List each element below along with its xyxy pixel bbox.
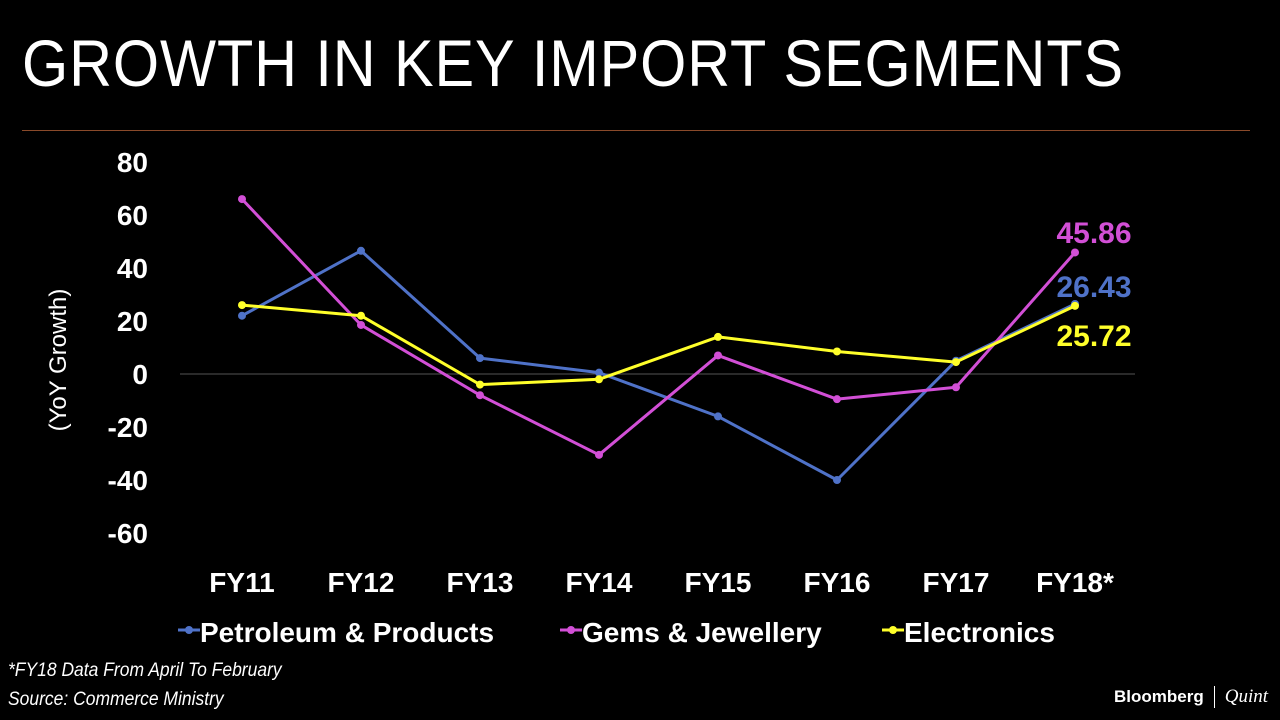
data-point bbox=[357, 246, 365, 255]
source-note: Source: Commerce Ministry bbox=[8, 689, 224, 710]
data-point bbox=[595, 368, 603, 377]
legend-marker bbox=[567, 626, 575, 634]
data-point bbox=[357, 311, 365, 320]
chart-title: GROWTH IN KEY IMPORT SEGMENTS bbox=[22, 26, 1125, 100]
data-point bbox=[238, 195, 246, 204]
brand-logo: Bloomberg Quint bbox=[1114, 686, 1268, 708]
data-point bbox=[476, 380, 484, 389]
brand-separator bbox=[1213, 686, 1215, 708]
y-tick-label: 60 bbox=[117, 200, 148, 231]
x-tick-label: FY15 bbox=[685, 567, 752, 598]
legend: Petroleum & Products Gems & Jewellery Elec… bbox=[178, 617, 1055, 648]
y-tick-label: 20 bbox=[117, 306, 148, 337]
data-point bbox=[595, 375, 603, 384]
data-point bbox=[1071, 248, 1079, 257]
data-point bbox=[714, 412, 722, 421]
brand-secondary: Quint bbox=[1224, 686, 1268, 707]
x-tick-label: FY18* bbox=[1036, 567, 1114, 598]
data-label: 26.43 bbox=[1056, 271, 1131, 304]
legend-label: Petroleum & Products bbox=[200, 617, 494, 648]
title-divider bbox=[22, 130, 1250, 131]
x-tick-label: FY17 bbox=[923, 567, 990, 598]
data-label: 25.72 bbox=[1056, 320, 1131, 353]
legend-marker bbox=[185, 626, 193, 634]
data-point bbox=[833, 476, 841, 484]
data-point bbox=[952, 358, 960, 367]
x-tick-label: FY11 bbox=[209, 567, 274, 598]
y-tick-label: -40 bbox=[108, 465, 148, 496]
axis-layer: 80 60 40 20 0 -20 -40 -60 (YoY Growth) FY11 FY12 FY… bbox=[45, 147, 1135, 598]
data-label: 45.86 bbox=[1056, 217, 1131, 250]
data-point bbox=[238, 311, 246, 320]
series-line-1 bbox=[240, 198, 1077, 457]
data-point bbox=[238, 301, 246, 310]
label-layer: 26.43 45.86 25.72 bbox=[1056, 217, 1131, 353]
series-line-0 bbox=[241, 249, 1076, 482]
footnote: *FY18 Data From April To February bbox=[8, 660, 282, 681]
x-tick-label: FY14 bbox=[566, 567, 633, 598]
y-axis-label: (YoY Growth) bbox=[45, 289, 72, 432]
series-line-2 bbox=[241, 303, 1076, 387]
y-tick-label: -60 bbox=[108, 518, 148, 549]
data-point bbox=[1071, 301, 1079, 310]
legend-label: Electronics bbox=[904, 617, 1055, 648]
brand-primary: Bloomberg bbox=[1113, 687, 1204, 706]
data-point bbox=[833, 347, 841, 356]
y-tick-label: -20 bbox=[108, 412, 148, 443]
x-tick-label: FY12 bbox=[328, 567, 395, 598]
data-point bbox=[714, 332, 722, 341]
legend-label: Gems & Jewellery bbox=[582, 617, 822, 648]
data-point bbox=[595, 450, 603, 459]
y-tick-label: 80 bbox=[117, 147, 148, 178]
data-point bbox=[357, 320, 365, 329]
data-point bbox=[476, 391, 484, 400]
data-point bbox=[833, 395, 841, 404]
data-point bbox=[714, 351, 722, 360]
x-tick-label: FY16 bbox=[804, 567, 871, 598]
y-tick-label: 40 bbox=[117, 253, 148, 284]
data-point bbox=[476, 354, 484, 363]
legend-marker bbox=[889, 626, 897, 634]
x-tick-label: FY13 bbox=[447, 567, 514, 598]
data-point bbox=[952, 383, 960, 392]
y-tick-label: 0 bbox=[132, 359, 148, 390]
series-layer bbox=[238, 195, 1079, 484]
